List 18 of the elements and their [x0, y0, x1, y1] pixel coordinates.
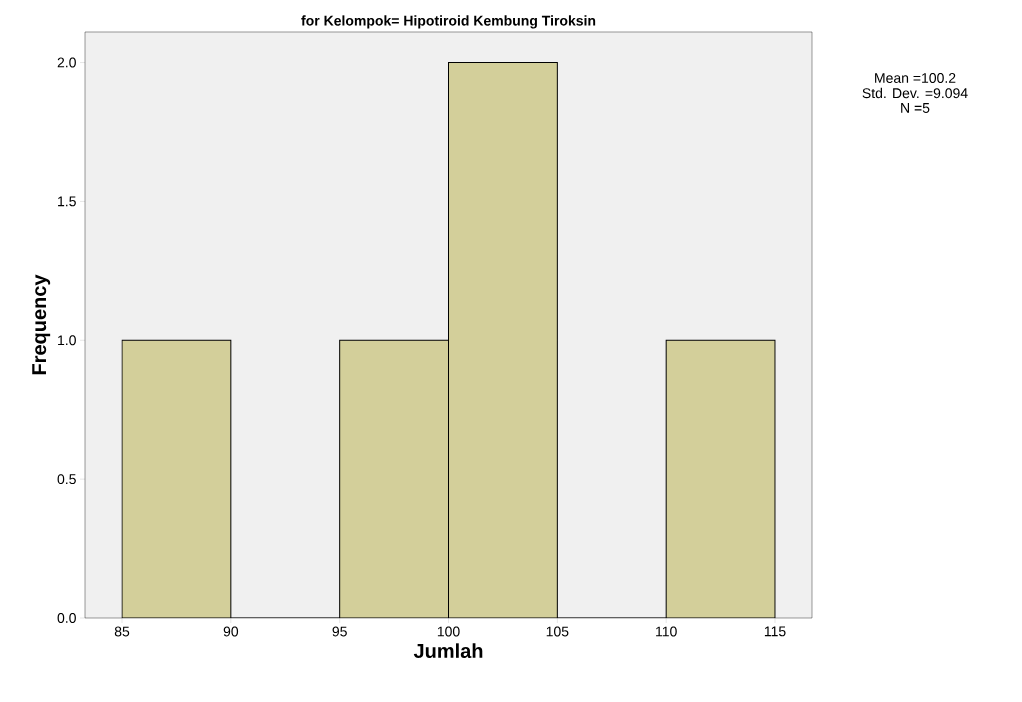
chart-title: for Kelompok= Hipotiroid Kembung Tiroksin [301, 15, 596, 29]
x-axis-title: Jumlah [413, 643, 483, 658]
x-tick-label: 85 [114, 626, 130, 637]
x-tick-label: 95 [332, 626, 347, 637]
text: N =5 [901, 103, 930, 113]
x-tick-label: 105 [546, 626, 569, 637]
y-tick-label: 0.0 [57, 613, 76, 623]
text: Std. Dev. =9.094 [862, 87, 968, 99]
x-tick-label: 90 [223, 626, 239, 637]
y-tick-label: 2.0 [57, 57, 76, 68]
x-tick-label: 100 [437, 626, 460, 637]
x-tick-label: 115 [764, 626, 786, 637]
y-tick-label: 1.5 [58, 196, 76, 207]
y-axis-title: Frequency [32, 274, 51, 375]
text: Mean =100.2 [875, 73, 956, 83]
y-tick-label: 0.5 [57, 474, 76, 485]
y-tick-label: 1.0 [58, 335, 76, 346]
x-tick-label: 110 [656, 626, 677, 637]
